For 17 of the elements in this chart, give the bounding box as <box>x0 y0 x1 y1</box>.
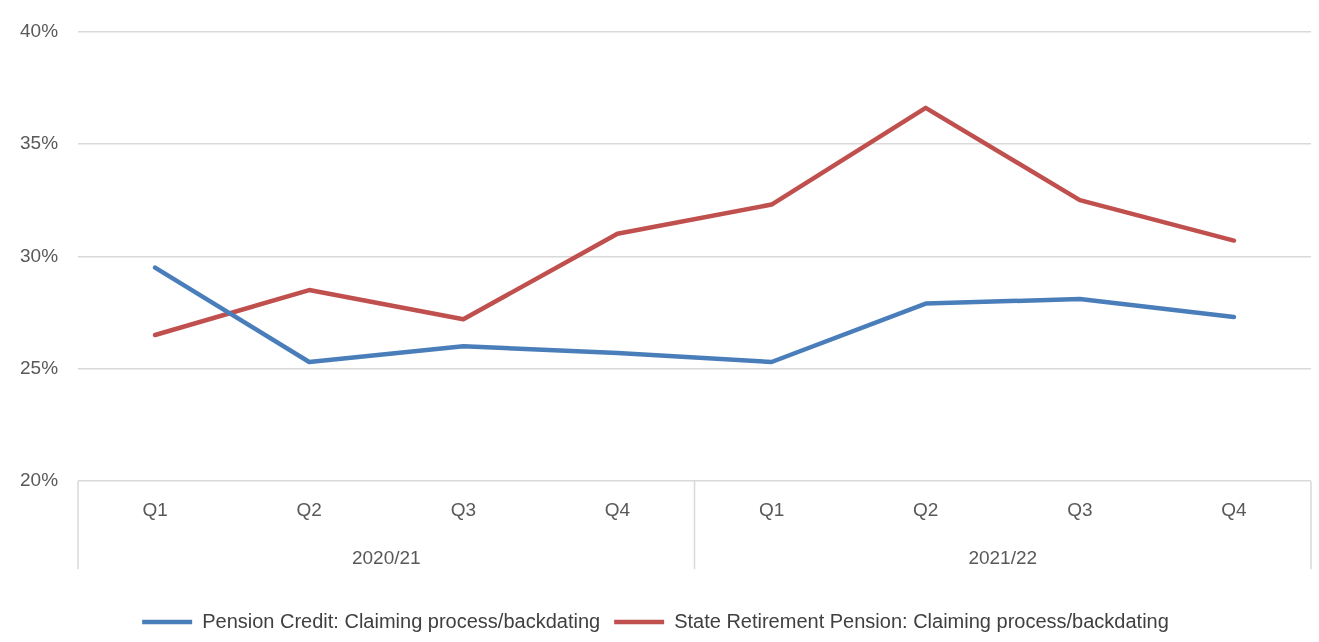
y-tick-label: 25% <box>20 356 59 378</box>
x-tick-label: Q2 <box>296 498 322 520</box>
y-tick-label: 20% <box>20 469 59 491</box>
x-tick-label: Q3 <box>450 498 477 520</box>
y-tick-label: 35% <box>20 132 59 154</box>
y-tick-label: 40% <box>20 19 59 41</box>
y-tick-label: 30% <box>20 244 59 266</box>
x-tick-label: Q3 <box>1067 498 1093 520</box>
x-tick-label: Q4 <box>1221 498 1248 520</box>
x-tick-label: Q2 <box>913 498 939 520</box>
x-tick-label: Q1 <box>758 498 785 520</box>
x-tick-label: Q1 <box>142 498 168 520</box>
text: 2021/22 <box>968 547 1038 569</box>
legend-label: State Retirement Pension: Claiming process/backdating <box>674 609 1169 632</box>
text: 2020/21 <box>351 547 421 569</box>
legend-label: Pension Credit: Claiming process/backdating <box>202 609 601 632</box>
x-tick-label: Q4 <box>604 498 631 520</box>
